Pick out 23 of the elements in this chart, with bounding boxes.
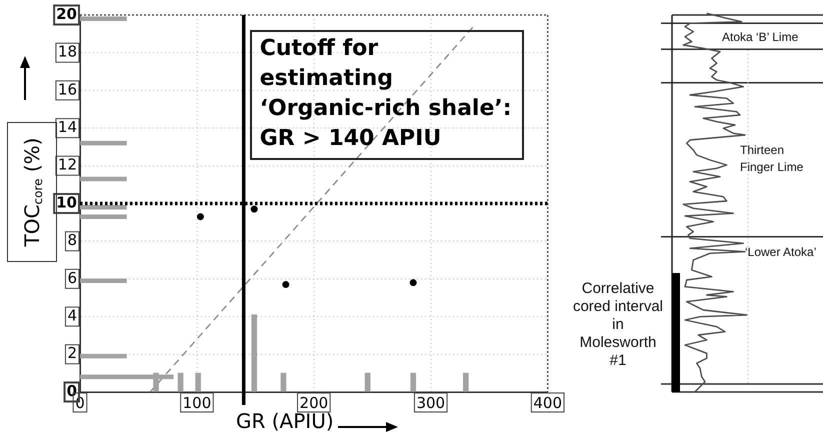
x-tick-label: 200	[300, 394, 328, 412]
x-tick-label: 100	[182, 394, 212, 412]
x-tick-label: 300	[416, 394, 446, 412]
text: Thirteen Finger Lime	[740, 142, 804, 176]
point	[282, 281, 290, 288]
point	[196, 213, 204, 220]
text: ‘Lower Atoka’	[745, 244, 816, 260]
y-tick-label: 12	[58, 156, 77, 174]
y-tick-label: 8	[67, 231, 77, 250]
text: Atoka ‘B’ Lime	[722, 29, 798, 45]
point	[250, 206, 258, 213]
point	[410, 279, 417, 286]
y-tick-label: 4	[67, 306, 77, 324]
y-tick-label: 16	[58, 80, 77, 98]
ref-line-label: Cutoff for estimating ‘Organic-rich shale’: GR > 140 APIU	[250, 30, 524, 160]
y-tick-label: 10	[56, 193, 77, 212]
y-tick-label: 6	[67, 268, 77, 287]
y-tick-label: 2	[67, 344, 77, 362]
y-tick-label: 20	[56, 4, 77, 23]
y-tick-label: 14	[58, 118, 77, 136]
x-tick-label: 400	[533, 394, 562, 412]
text: Correlative cored interval in Molesworth #1	[572, 280, 664, 370]
y-tick-label: 18	[58, 42, 77, 61]
